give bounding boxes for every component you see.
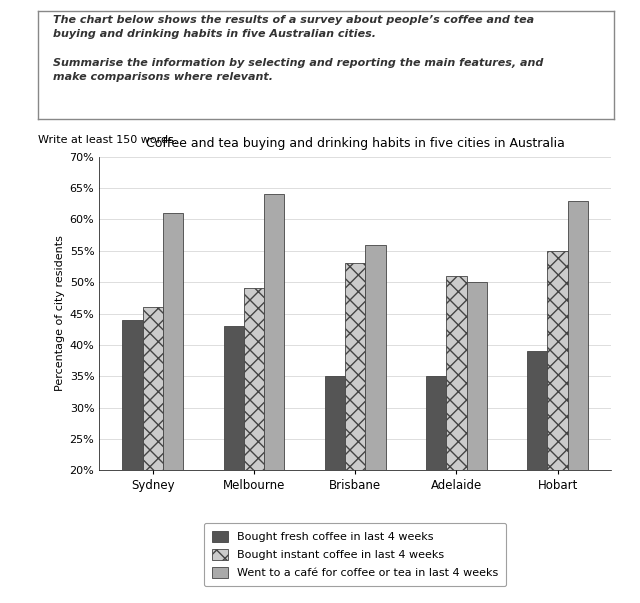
Bar <box>345 264 365 596</box>
Title: Coffee and tea buying and drinking habits in five cities in Australia: Coffee and tea buying and drinking habit… <box>146 137 564 150</box>
Bar <box>223 326 244 596</box>
Bar <box>163 213 183 596</box>
Bar <box>244 288 264 596</box>
Bar <box>568 201 588 596</box>
Text: The chart below shows the results of a survey about people’s coffee and tea
buyi: The chart below shows the results of a s… <box>52 14 543 82</box>
Bar <box>122 320 143 596</box>
Bar <box>325 376 345 596</box>
Bar <box>446 276 467 596</box>
Y-axis label: Percentage of city residents: Percentage of city residents <box>56 236 65 391</box>
Bar <box>264 194 284 596</box>
Bar <box>527 351 547 596</box>
Bar <box>547 251 568 596</box>
Bar <box>467 282 487 596</box>
Bar <box>365 245 385 596</box>
Text: Write at least 150 words.: Write at least 150 words. <box>38 135 178 145</box>
Bar <box>143 308 163 596</box>
Bar <box>426 376 446 596</box>
Legend: Bought fresh coffee in last 4 weeks, Bought instant coffee in last 4 weeks, Went: Bought fresh coffee in last 4 weeks, Bou… <box>204 523 506 586</box>
